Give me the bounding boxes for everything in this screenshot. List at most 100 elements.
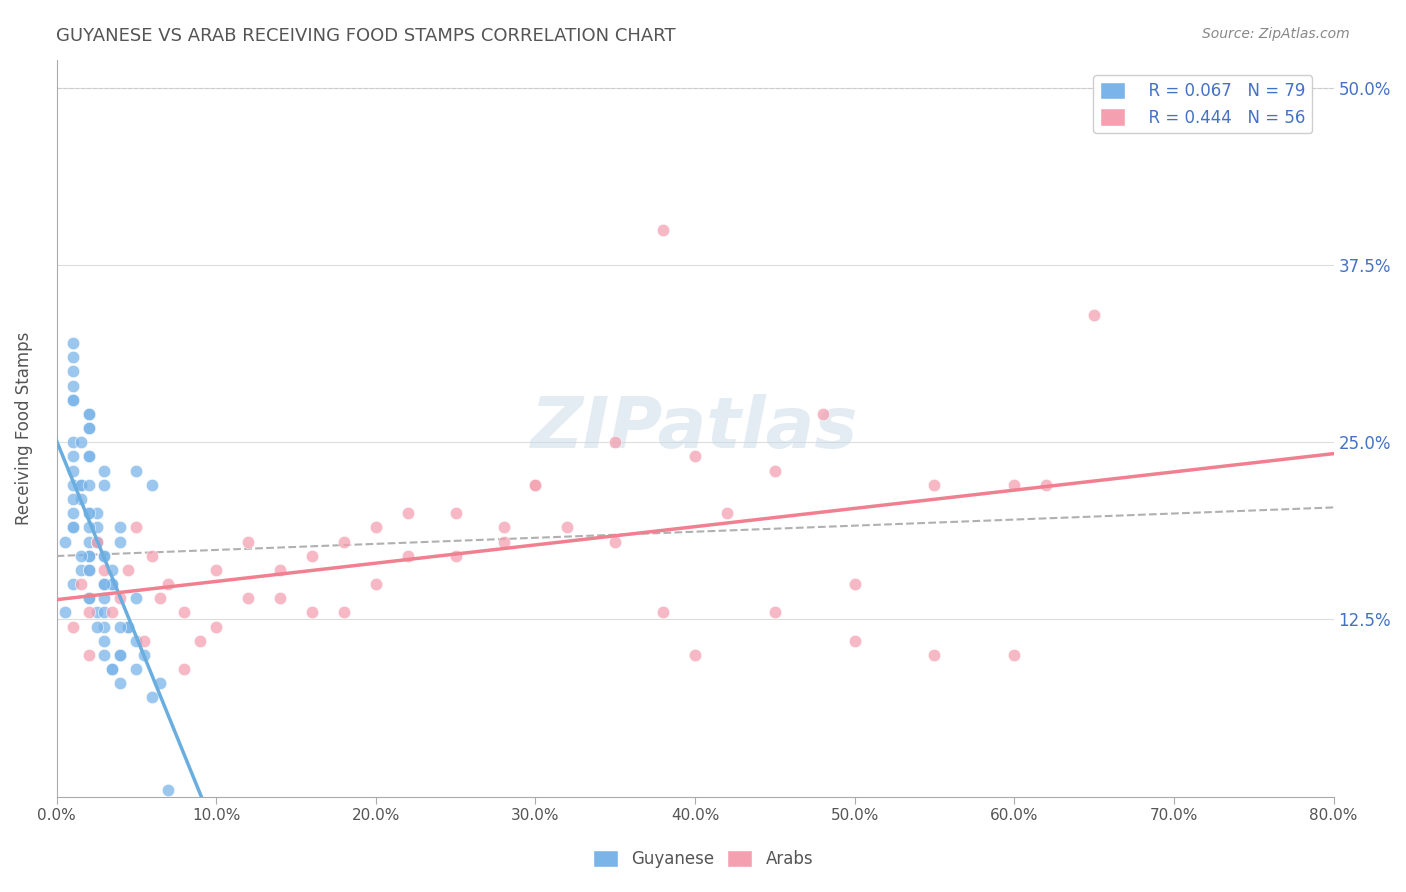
Point	[86, 534, 108, 549]
Point	[62, 520, 84, 534]
Point	[77, 591, 100, 606]
Legend:   R = 0.067   N = 79,   R = 0.444   N = 56: R = 0.067 N = 79, R = 0.444 N = 56	[1094, 75, 1312, 133]
Point	[683, 450, 706, 464]
Point	[93, 606, 115, 620]
Point	[62, 577, 84, 591]
Point	[811, 407, 834, 421]
Point	[157, 577, 180, 591]
Point	[269, 563, 291, 577]
Point	[125, 591, 148, 606]
Point	[62, 464, 84, 478]
Point	[93, 591, 115, 606]
Text: Source: ZipAtlas.com: Source: ZipAtlas.com	[1202, 27, 1350, 41]
Point	[86, 506, 108, 520]
Point	[110, 648, 132, 662]
Point	[1002, 478, 1025, 492]
Point	[141, 478, 163, 492]
Point	[69, 478, 91, 492]
Text: ZIPatlas: ZIPatlas	[531, 393, 859, 463]
Point	[69, 549, 91, 563]
Point	[77, 478, 100, 492]
Point	[101, 577, 124, 591]
Point	[77, 534, 100, 549]
Point	[77, 591, 100, 606]
Point	[62, 619, 84, 633]
Point	[364, 520, 387, 534]
Point	[205, 563, 228, 577]
Point	[62, 364, 84, 378]
Point	[77, 421, 100, 435]
Point	[173, 662, 195, 676]
Point	[117, 619, 139, 633]
Point	[93, 549, 115, 563]
Point	[763, 606, 786, 620]
Point	[396, 506, 419, 520]
Y-axis label: Receiving Food Stamps: Receiving Food Stamps	[15, 332, 32, 524]
Point	[77, 563, 100, 577]
Point	[93, 577, 115, 591]
Point	[110, 648, 132, 662]
Point	[77, 549, 100, 563]
Point	[301, 606, 323, 620]
Point	[110, 534, 132, 549]
Point	[93, 619, 115, 633]
Point	[77, 506, 100, 520]
Point	[77, 648, 100, 662]
Point	[77, 450, 100, 464]
Point	[524, 478, 547, 492]
Point	[62, 392, 84, 407]
Point	[141, 549, 163, 563]
Legend: Guyanese, Arabs: Guyanese, Arabs	[586, 843, 820, 875]
Point	[149, 676, 172, 690]
Point	[101, 606, 124, 620]
Point	[62, 392, 84, 407]
Point	[1035, 478, 1057, 492]
Point	[69, 563, 91, 577]
Point	[652, 606, 675, 620]
Point	[77, 407, 100, 421]
Point	[557, 520, 579, 534]
Point	[86, 619, 108, 633]
Point	[188, 633, 211, 648]
Point	[62, 351, 84, 365]
Point	[77, 520, 100, 534]
Point	[77, 563, 100, 577]
Point	[69, 577, 91, 591]
Point	[605, 534, 627, 549]
Point	[763, 464, 786, 478]
Point	[93, 633, 115, 648]
Point	[62, 450, 84, 464]
Point	[86, 520, 108, 534]
Point	[77, 549, 100, 563]
Point	[844, 577, 866, 591]
Point	[236, 591, 259, 606]
Point	[125, 633, 148, 648]
Point	[86, 534, 108, 549]
Point	[62, 506, 84, 520]
Point	[53, 606, 76, 620]
Point	[110, 676, 132, 690]
Point	[924, 478, 946, 492]
Point	[716, 506, 738, 520]
Point	[125, 520, 148, 534]
Point	[141, 690, 163, 705]
Point	[86, 606, 108, 620]
Point	[93, 464, 115, 478]
Point	[396, 549, 419, 563]
Point	[134, 633, 156, 648]
Point	[149, 591, 172, 606]
Point	[62, 491, 84, 506]
Point	[69, 491, 91, 506]
Point	[69, 435, 91, 450]
Point	[524, 478, 547, 492]
Point	[492, 534, 515, 549]
Point	[53, 534, 76, 549]
Point	[101, 662, 124, 676]
Point	[444, 506, 467, 520]
Point	[492, 520, 515, 534]
Point	[173, 606, 195, 620]
Point	[93, 648, 115, 662]
Point	[93, 478, 115, 492]
Point	[924, 648, 946, 662]
Point	[93, 549, 115, 563]
